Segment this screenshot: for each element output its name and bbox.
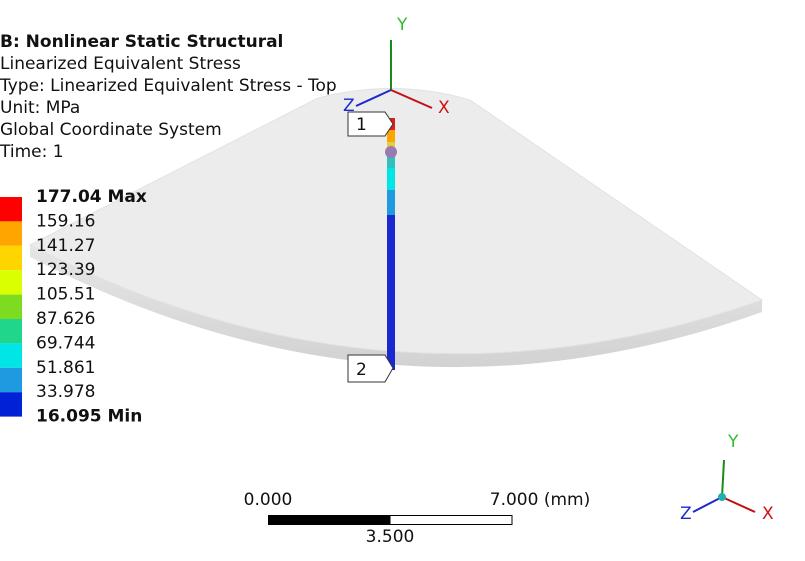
header-line: Time: 1 [0,142,64,162]
legend-band [0,245,22,271]
triad: Y X Z [343,15,450,118]
axis-label: Z [343,96,355,116]
header-line: Unit: MPa [0,98,80,118]
probe-box [347,111,394,137]
legend-band [0,270,22,295]
legend-band [0,221,22,246]
axis-label: Y [727,432,739,452]
scale-start: 0.000 [244,490,293,510]
header-title: B: Nonlinear Static Structural [0,32,283,52]
legend-label: 123.39 [36,260,95,280]
probe-label: 1 [356,115,367,135]
legend-band [0,294,22,319]
corner-triad: Y X Z [680,432,774,524]
header-line: Linearized Equivalent Stress [0,54,241,74]
scale-end: 7.000 (mm) [490,490,590,510]
legend-band [0,343,22,368]
legend-band [0,367,22,393]
legend-label: 16.095 Min [36,407,142,427]
header-line: Type: Linearized Equivalent Stress - Top [0,76,337,96]
legend-band [0,319,22,344]
legend-label: 87.626 [36,309,95,329]
legend-label: 141.27 [36,236,95,256]
header-line: Global Coordinate System [0,120,222,140]
axis-label: Y [396,15,408,35]
axis-label: X [438,98,450,118]
probe-box [347,354,394,383]
legend-label: 159.16 [36,211,95,231]
model-face [28,87,764,355]
legend-label: 105.51 [36,285,95,305]
scale-bar [268,515,390,525]
axis-label: X [762,504,774,524]
axis-label: Z [680,504,692,524]
probe-label: 2 [356,360,367,380]
legend-band [0,197,22,222]
legend-band [0,392,22,417]
scale-mid: 3.500 [366,527,415,547]
scale-bar [389,515,513,525]
legend-label: 51.861 [36,358,95,378]
legend-label: 33.978 [36,382,95,402]
legend-label: 177.04 Max [36,187,147,207]
legend-label: 69.744 [36,333,95,353]
